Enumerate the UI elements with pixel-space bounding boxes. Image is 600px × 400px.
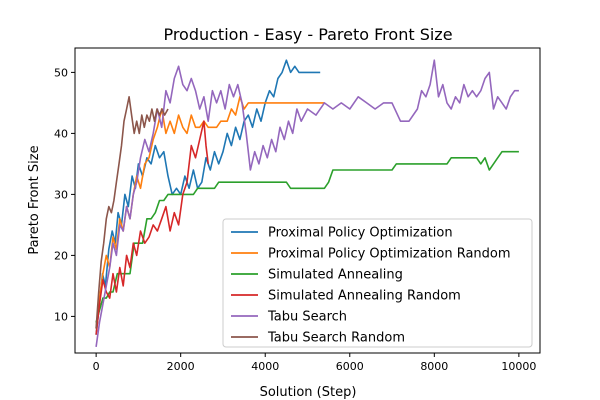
x-tick-label-4: 8000 bbox=[420, 360, 448, 373]
series-lines bbox=[95, 59, 519, 348]
y-axis: 10 20 30 40 50 bbox=[54, 66, 75, 323]
y-axis-label: Pareto Front Size bbox=[27, 145, 42, 254]
series-line-4 bbox=[95, 59, 519, 348]
legend-label-5: Tabu Search Random bbox=[267, 331, 405, 346]
y-tick-label-4: 50 bbox=[54, 66, 68, 79]
legend-box bbox=[222, 218, 533, 348]
series-line-0 bbox=[95, 59, 321, 335]
legend-label-3: Simulated Annealing Random bbox=[268, 289, 461, 304]
x-tick-label-5: 10000 bbox=[501, 360, 536, 373]
series-line-2 bbox=[95, 150, 519, 323]
y-tick-label-2: 30 bbox=[54, 188, 68, 201]
series-line-5 bbox=[95, 96, 169, 329]
x-tick-label-1: 2000 bbox=[167, 360, 195, 373]
x-axis: 0 2000 4000 6000 8000 10000 bbox=[93, 353, 536, 373]
chart-title: Production - Easy - Pareto Front Size bbox=[163, 25, 452, 44]
plot-border bbox=[74, 47, 541, 354]
x-tick-label-2: 4000 bbox=[251, 360, 279, 373]
legend-label-0: Proximal Policy Optimization bbox=[268, 226, 453, 241]
series-line-3 bbox=[95, 120, 209, 335]
legend-label-1: Proximal Policy Optimization Random bbox=[268, 247, 511, 262]
y-tick-label-1: 20 bbox=[54, 249, 68, 262]
legend-label-2: Simulated Annealing bbox=[268, 268, 403, 283]
y-tick-label-3: 40 bbox=[54, 127, 68, 140]
y-tick-label-0: 10 bbox=[54, 310, 68, 323]
x-tick-label-0: 0 bbox=[93, 360, 100, 373]
legend: Proximal Policy Optimization Proximal Pol… bbox=[222, 218, 533, 348]
legend-label-4: Tabu Search bbox=[267, 310, 347, 325]
x-axis-label: Solution (Step) bbox=[260, 385, 357, 400]
x-tick-label-3: 6000 bbox=[336, 360, 364, 373]
